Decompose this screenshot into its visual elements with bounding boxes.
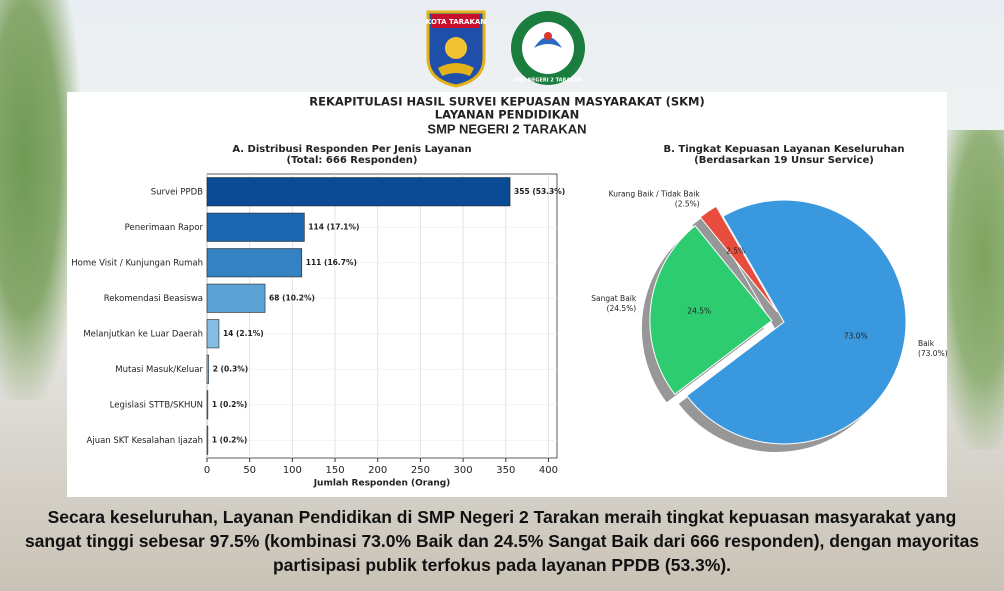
y-tick-label: Melanjutkan ke Luar Daerah — [83, 329, 203, 339]
slice — [699, 205, 778, 313]
bar — [206, 177, 511, 207]
chart-title: B. Tingkat Kepuasan Layanan Keseluruhan — [664, 144, 905, 155]
pct-label: 2.5% — [726, 247, 745, 256]
chart-title: A. Distribusi Responden Per Jenis Layana… — [232, 144, 471, 155]
y-tick-label: Penerimaan Rapor — [125, 223, 204, 233]
pct-label: 73.0% — [844, 331, 868, 340]
bar — [206, 319, 220, 349]
chart-subtitle: (Total: 666 Responden) — [287, 155, 418, 166]
category-label: Kurang Baik / Tidak Baik — [609, 189, 701, 198]
chart: REKAPITULASI HASIL SURVEI KEPUASAN MASYA… — [71, 95, 947, 489]
value-label: 111 (16.7%) — [306, 258, 357, 267]
chart-subtitle: (Berdasarkan 19 Unsur Service) — [694, 155, 874, 166]
bar — [206, 425, 209, 455]
value-label: 114 (17.1%) — [308, 222, 359, 231]
x-tick-label: 50 — [243, 465, 256, 476]
pct-label: 24.5% — [687, 307, 711, 316]
value-label: 355 (53.3%) — [514, 187, 565, 196]
x-tick-label: 250 — [411, 465, 430, 476]
y-tick-label: Legislasi STTB/SKHUN — [110, 400, 203, 410]
value-label: (2.5%) — [675, 199, 700, 208]
header-subtitle: LAYANAN PENDIDIKAN — [435, 108, 579, 122]
x-axis-label: Jumlah Responden (Orang) — [313, 479, 451, 489]
bar — [206, 390, 209, 420]
value-label: (24.5%) — [607, 304, 637, 313]
category-label: Sangat Baik — [591, 294, 637, 303]
logo-label: KOTA TARAKAN — [426, 18, 486, 26]
bar — [206, 283, 266, 313]
category-label: Baik — [918, 339, 935, 348]
logo-kota: KOTA TARAKAN — [426, 10, 486, 88]
y-tick-label: Ajuan SKT Kesalahan Ijazah — [87, 436, 203, 446]
bar — [206, 354, 210, 384]
header-title: REKAPITULASI HASIL SURVEI KEPUASAN MASYA… — [309, 95, 704, 109]
value-label: 2 (0.3%) — [213, 364, 249, 373]
header-school: SMP NEGERI 2 TARAKAN — [427, 121, 586, 136]
panel: REKAPITULASI HASIL SURVEI KEPUASAN MASYA… — [67, 92, 948, 497]
background-tree — [0, 0, 80, 400]
caption: Secara keseluruhan, Layanan Pendidikan d… — [24, 507, 980, 575]
slice — [649, 225, 773, 395]
x-tick-label: 200 — [368, 465, 387, 476]
bar — [206, 212, 305, 242]
slice — [686, 199, 907, 445]
bar — [206, 248, 303, 278]
x-tick-label: 300 — [454, 465, 473, 476]
x-tick-label: 350 — [496, 465, 515, 476]
x-tick-label: 0 — [204, 465, 210, 476]
x-tick-label: 400 — [539, 465, 558, 476]
y-tick-label: Rekomendasi Beasiswa — [104, 294, 203, 304]
x-tick-label: 150 — [326, 465, 345, 476]
y-tick-label: Home Visit / Kunjungan Rumah — [71, 258, 203, 268]
value-label: 68 (10.2%) — [269, 293, 315, 302]
value-label: 14 (2.1%) — [223, 329, 264, 338]
value-label: (73.0%) — [918, 349, 947, 358]
logo-sekolah: SMP NEGERI 2 TARAKAN — [511, 11, 585, 85]
value-label: 1 (0.2%) — [212, 400, 248, 409]
y-tick-label: Survei PPDB — [151, 187, 203, 197]
value-label: 1 (0.2%) — [212, 435, 248, 444]
y-tick-label: Mutasi Masuk/Keluar — [115, 365, 203, 375]
logo-label: SMP NEGERI 2 TARAKAN — [514, 78, 582, 84]
x-tick-label: 100 — [283, 465, 302, 476]
